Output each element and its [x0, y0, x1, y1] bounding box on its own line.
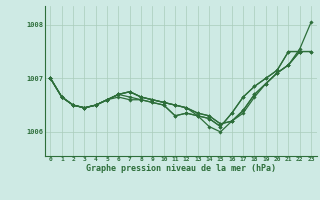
X-axis label: Graphe pression niveau de la mer (hPa): Graphe pression niveau de la mer (hPa): [86, 164, 276, 173]
